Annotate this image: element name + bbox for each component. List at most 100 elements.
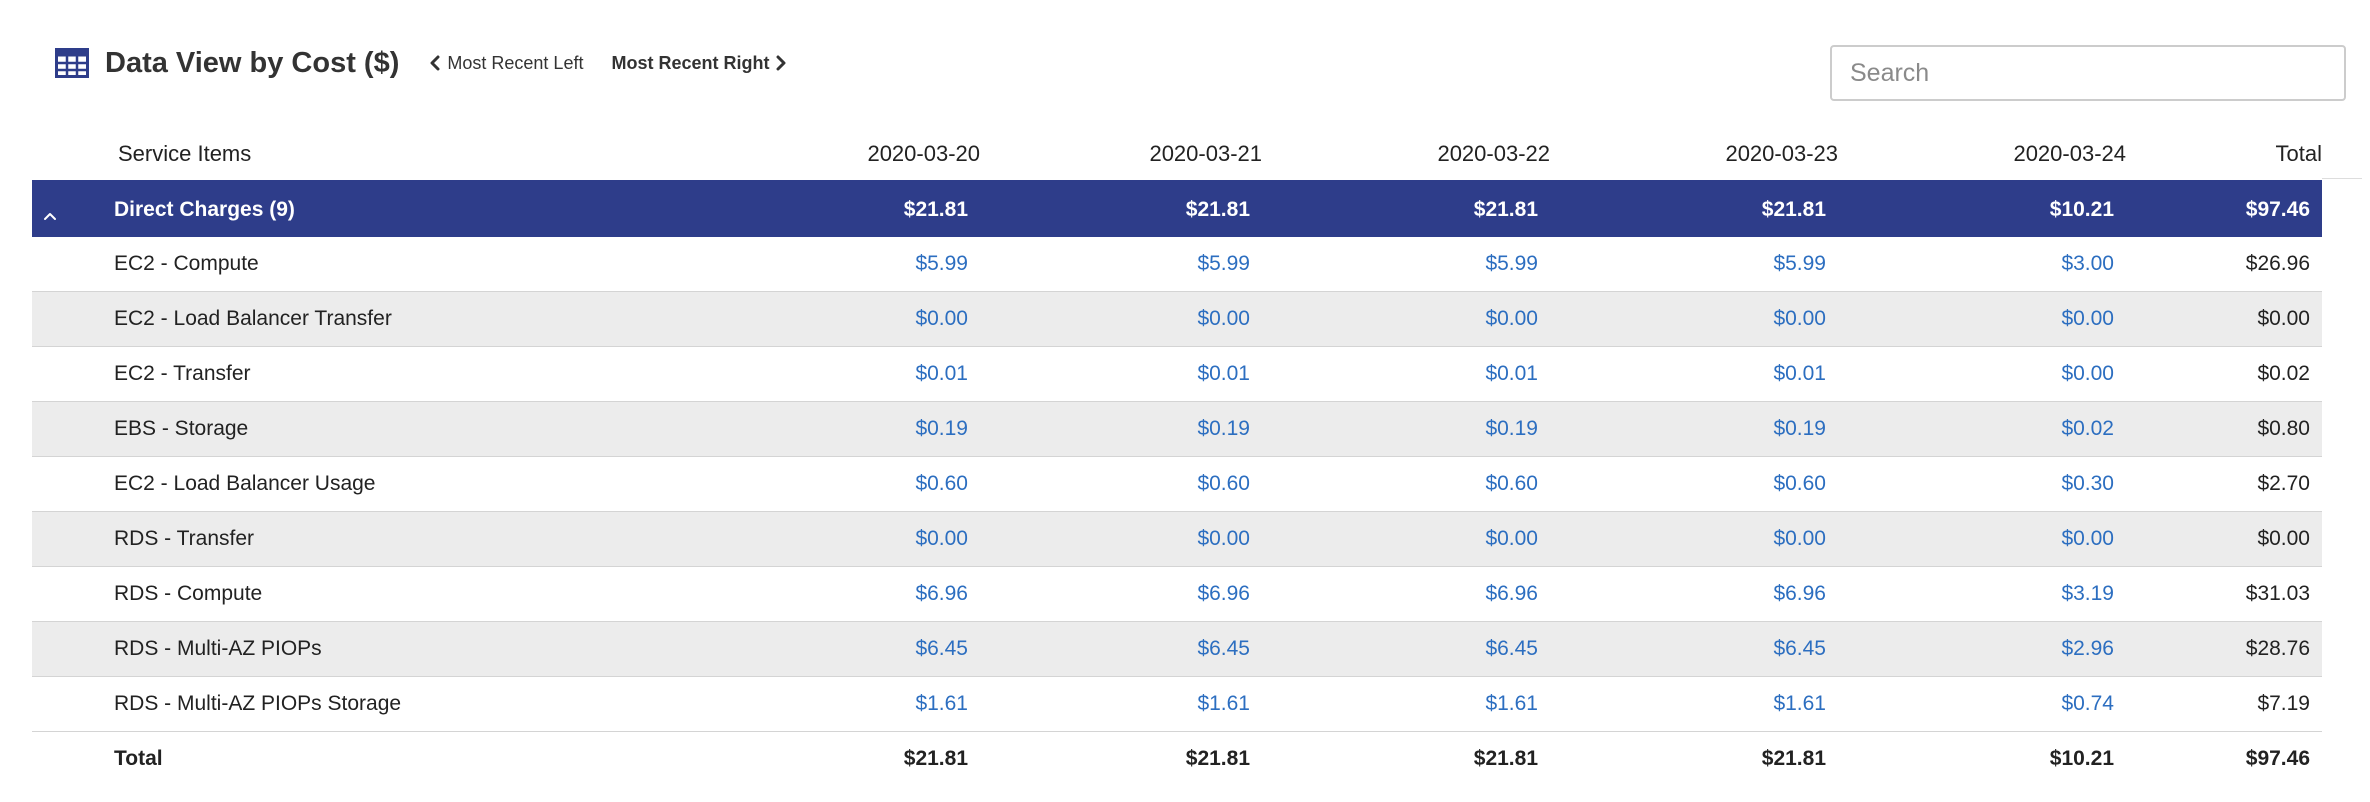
row-total-cell: $31.03 bbox=[2138, 566, 2322, 622]
column-header-service-items[interactable]: Service Items bbox=[32, 128, 832, 183]
cost-link[interactable]: $1.61 bbox=[1274, 676, 1562, 732]
table-row: EC2 - Load Balancer Usage $0.60 $0.60 $0… bbox=[32, 456, 2322, 512]
cost-link[interactable]: $1.61 bbox=[1562, 676, 1850, 732]
cost-link[interactable]: $0.00 bbox=[992, 291, 1274, 347]
cost-link[interactable]: $0.00 bbox=[1850, 511, 2138, 567]
service-name-cell: EC2 - Compute bbox=[32, 237, 832, 292]
cost-link[interactable]: $0.00 bbox=[832, 511, 992, 567]
most-recent-left-label: Most Recent Left bbox=[447, 52, 584, 73]
cost-link[interactable]: $0.00 bbox=[1850, 346, 2138, 402]
cost-link[interactable]: $0.01 bbox=[1274, 346, 1562, 402]
cost-link[interactable]: $0.00 bbox=[1274, 511, 1562, 567]
cost-link[interactable]: $0.01 bbox=[992, 346, 1274, 402]
service-name-cell: EBS - Storage bbox=[32, 401, 832, 457]
cost-link[interactable]: $6.96 bbox=[1274, 566, 1562, 622]
table-row: RDS - Multi-AZ PIOPs Storage $1.61 $1.61… bbox=[32, 676, 2322, 732]
cost-link[interactable]: $0.01 bbox=[832, 346, 992, 402]
most-recent-left-link[interactable]: Most Recent Left bbox=[429, 53, 583, 74]
total-value-cell: $21.81 bbox=[992, 731, 1274, 786]
column-header-total[interactable]: Total bbox=[2138, 128, 2322, 183]
header-divider bbox=[2322, 178, 2362, 179]
cost-link[interactable]: $0.19 bbox=[832, 401, 992, 457]
chevron-up-icon[interactable] bbox=[42, 204, 58, 220]
table-header-row: Service Items 2020-03-20 2020-03-21 2020… bbox=[32, 128, 2322, 183]
group-label-cell: Direct Charges (9) bbox=[32, 181, 832, 237]
cost-link[interactable]: $6.96 bbox=[832, 566, 992, 622]
cost-link[interactable]: $2.96 bbox=[1850, 621, 2138, 677]
column-header-date[interactable]: 2020-03-20 bbox=[832, 128, 992, 183]
search-input[interactable] bbox=[1830, 45, 2346, 101]
service-name-cell: RDS - Multi-AZ PIOPs Storage bbox=[32, 676, 832, 732]
table-total-row: Total $21.81 $21.81 $21.81 $21.81 $10.21… bbox=[32, 731, 2322, 786]
cost-link[interactable]: $6.45 bbox=[1562, 621, 1850, 677]
cost-link[interactable]: $0.19 bbox=[1274, 401, 1562, 457]
table-row: EBS - Storage $0.19 $0.19 $0.19 $0.19 $0… bbox=[32, 401, 2322, 457]
row-total-cell: $0.02 bbox=[2138, 346, 2322, 402]
table-row: RDS - Transfer $0.00 $0.00 $0.00 $0.00 $… bbox=[32, 511, 2322, 567]
column-header-date[interactable]: 2020-03-22 bbox=[1274, 128, 1562, 183]
table-row: RDS - Compute $6.96 $6.96 $6.96 $6.96 $3… bbox=[32, 566, 2322, 622]
cost-link[interactable]: $0.60 bbox=[1274, 456, 1562, 512]
cost-link[interactable]: $6.96 bbox=[1562, 566, 1850, 622]
total-label-cell: Total bbox=[32, 731, 832, 786]
row-total-cell: $0.80 bbox=[2138, 401, 2322, 457]
service-name-cell: RDS - Transfer bbox=[32, 511, 832, 567]
cost-link[interactable]: $0.00 bbox=[1562, 291, 1850, 347]
cost-link[interactable]: $5.99 bbox=[1562, 237, 1850, 292]
group-label: Direct Charges (9) bbox=[114, 198, 295, 221]
cost-link[interactable]: $6.96 bbox=[992, 566, 1274, 622]
chevron-left-icon bbox=[429, 55, 441, 71]
cost-link[interactable]: $0.60 bbox=[832, 456, 992, 512]
service-name-cell: EC2 - Load Balancer Transfer bbox=[32, 291, 832, 347]
service-name-cell: EC2 - Transfer bbox=[32, 346, 832, 402]
cost-table-container: Service Items 2020-03-20 2020-03-21 2020… bbox=[32, 128, 2362, 786]
table-row: RDS - Multi-AZ PIOPs $6.45 $6.45 $6.45 $… bbox=[32, 621, 2322, 677]
cost-table: Service Items 2020-03-20 2020-03-21 2020… bbox=[32, 128, 2322, 786]
cost-link[interactable]: $5.99 bbox=[1274, 237, 1562, 292]
column-header-date[interactable]: 2020-03-21 bbox=[992, 128, 1274, 183]
cost-link[interactable]: $3.00 bbox=[1850, 237, 2138, 292]
group-value-cell: $21.81 bbox=[992, 181, 1274, 237]
cost-link[interactable]: $0.30 bbox=[1850, 456, 2138, 512]
cost-link[interactable]: $1.61 bbox=[992, 676, 1274, 732]
cost-link[interactable]: $0.01 bbox=[1562, 346, 1850, 402]
cost-link[interactable]: $0.19 bbox=[992, 401, 1274, 457]
service-name-cell: RDS - Multi-AZ PIOPs bbox=[32, 621, 832, 677]
total-value-cell: $21.81 bbox=[1274, 731, 1562, 786]
cost-link[interactable]: $0.19 bbox=[1562, 401, 1850, 457]
service-name-cell: EC2 - Load Balancer Usage bbox=[32, 456, 832, 512]
cost-link[interactable]: $5.99 bbox=[832, 237, 992, 292]
group-value-cell: $21.81 bbox=[832, 181, 992, 237]
row-total-cell: $0.00 bbox=[2138, 511, 2322, 567]
cost-link[interactable]: $0.60 bbox=[992, 456, 1274, 512]
row-total-cell: $7.19 bbox=[2138, 676, 2322, 732]
cost-link[interactable]: $1.61 bbox=[832, 676, 992, 732]
cost-link[interactable]: $0.74 bbox=[1850, 676, 2138, 732]
cost-link[interactable]: $0.00 bbox=[1850, 291, 2138, 347]
cost-link[interactable]: $0.00 bbox=[832, 291, 992, 347]
cost-link[interactable]: $6.45 bbox=[1274, 621, 1562, 677]
group-value-cell: $21.81 bbox=[1562, 181, 1850, 237]
table-row: EC2 - Compute $5.99 $5.99 $5.99 $5.99 $3… bbox=[32, 237, 2322, 292]
cost-link[interactable]: $5.99 bbox=[992, 237, 1274, 292]
group-value-cell: $21.81 bbox=[1274, 181, 1562, 237]
table-grid-icon bbox=[55, 48, 89, 78]
row-total-cell: $26.96 bbox=[2138, 237, 2322, 292]
cost-link[interactable]: $6.45 bbox=[832, 621, 992, 677]
cost-link[interactable]: $0.02 bbox=[1850, 401, 2138, 457]
page-title: Data View by Cost ($) bbox=[105, 46, 400, 79]
group-total-cell: $97.46 bbox=[2138, 181, 2322, 237]
cost-link[interactable]: $0.00 bbox=[992, 511, 1274, 567]
cost-link[interactable]: $0.60 bbox=[1562, 456, 1850, 512]
column-header-date[interactable]: 2020-03-24 bbox=[1850, 128, 2138, 183]
cost-link[interactable]: $6.45 bbox=[992, 621, 1274, 677]
group-row-direct-charges[interactable]: Direct Charges (9) $21.81 $21.81 $21.81 … bbox=[32, 181, 2322, 237]
most-recent-right-link[interactable]: Most Recent Right bbox=[611, 53, 787, 74]
table-row: EC2 - Transfer $0.01 $0.01 $0.01 $0.01 $… bbox=[32, 346, 2322, 402]
cost-link[interactable]: $0.00 bbox=[1562, 511, 1850, 567]
row-total-cell: $2.70 bbox=[2138, 456, 2322, 512]
column-header-date[interactable]: 2020-03-23 bbox=[1562, 128, 1850, 183]
cost-link[interactable]: $0.00 bbox=[1274, 291, 1562, 347]
cost-link[interactable]: $3.19 bbox=[1850, 566, 2138, 622]
